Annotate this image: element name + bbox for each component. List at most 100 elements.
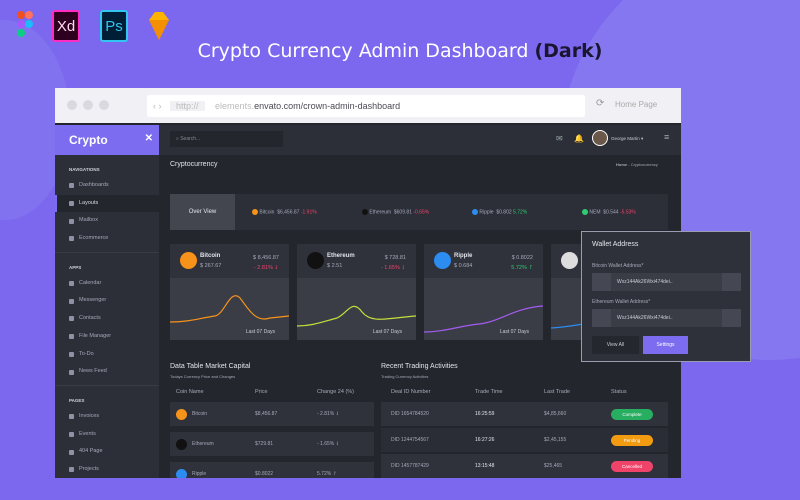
tools-icon[interactable]: ✕	[144, 133, 153, 144]
coin-icon	[176, 438, 187, 450]
sidebar-item-events[interactable]: Events	[55, 426, 159, 444]
table-row[interactable]: DID 1244754567 16:27:26 $2,45,155 Pending	[381, 428, 668, 452]
column-header[interactable]: Price	[255, 389, 268, 395]
avatar[interactable]	[592, 130, 608, 146]
breadcrumb: Home - Cryptocurrency	[616, 162, 658, 167]
coin-card[interactable]: Ripple $ 0.684 $ 0.8022 5.72% ↾ Last 07 Days	[423, 244, 544, 340]
menu-item-icon	[69, 316, 74, 322]
table-row[interactable]: DID 1457787429 13:15:48 $25,465 Cancelled	[381, 454, 668, 478]
coin-change: - 2.81% ⇃	[317, 411, 340, 417]
sidebar: Crypto ✕ NAVIGATIONS Dashboards Layouts Mail…	[55, 125, 159, 478]
user-name-text: George Martin	[611, 136, 640, 141]
sidebar-item-ecommerce[interactable]: Ecommerce	[55, 230, 159, 248]
sidebar-item-label: News Feed	[79, 368, 107, 375]
column-header[interactable]: Last Trade	[544, 389, 570, 395]
ticker-ripple[interactable]: Ripple $0.802 5.72%	[472, 209, 527, 215]
ticker-nem[interactable]: NEM $0.544 -5.53%	[582, 209, 636, 215]
eth-wallet-value: Wxz144Ak26Wxi474dei..	[617, 315, 673, 321]
sidebar-item-file-manager[interactable]: File Manager	[55, 328, 159, 346]
column-header[interactable]: Status	[611, 389, 627, 395]
mail-icon[interactable]: ✉	[556, 134, 563, 143]
coin-change: 5.72% ↾	[317, 471, 337, 477]
address-bar[interactable]: ‹ › http:// elements.envato.com/crown-ad…	[147, 95, 585, 117]
banner-title-text: Crypto Currency Admin Dashboard	[197, 40, 529, 62]
column-header[interactable]: Deal ID Number	[391, 389, 431, 395]
ticker-name: NEM	[589, 209, 601, 216]
sidebar-item-invoices[interactable]: Invoices	[55, 408, 159, 426]
ticker-bitcoin[interactable]: Bitcoin $6,456.87 -1.91%	[252, 209, 317, 215]
copy-icon[interactable]	[722, 273, 741, 291]
sidebar-item-label: Invoices	[79, 412, 100, 419]
sidebar-item-projects[interactable]: Projects	[55, 461, 159, 478]
sidebar-item-to-do[interactable]: To-Do	[55, 346, 159, 364]
view-all-button[interactable]: View All	[592, 336, 639, 354]
btc-wallet-value: Wxz144Ak26Wxi474dei..	[617, 279, 673, 285]
ticker-name: Ripple	[479, 209, 494, 216]
sidebar-item-404-page[interactable]: 404 Page	[55, 443, 159, 461]
breadcrumb-current: Cryptocurrency	[630, 162, 658, 167]
column-header[interactable]: Coin Name	[176, 389, 204, 395]
sidebar-item-label: Calendar	[79, 279, 102, 286]
btc-wallet-field[interactable]: Wxz144Ak26Wxi474dei..	[592, 273, 741, 291]
menu-icon[interactable]: ≡	[664, 132, 670, 142]
ticker-ethereum[interactable]: Ethereum $609.81 -0.65%	[362, 209, 429, 215]
status-badge: Pending	[611, 434, 653, 446]
coin-icon	[176, 468, 187, 478]
ticker-price: $0.802	[496, 209, 512, 216]
table-row[interactable]: Ripple $0.8022 5.72% ↾	[170, 462, 374, 478]
sidebar-item-label: Ecommerce	[79, 235, 109, 242]
ethereum-icon	[592, 309, 611, 327]
home-page-link[interactable]: Home Page	[615, 100, 658, 109]
sidebar-item-mailbox[interactable]: Mailbox	[55, 212, 159, 230]
sidebar-section-title: NAVIGATIONS	[69, 167, 100, 172]
trading-subtitle: Trading Currency Activities	[381, 374, 429, 379]
sidebar-item-label: To-Do	[79, 350, 94, 357]
table-row[interactable]: Bitcoin $8,456.87 - 2.81% ⇃	[170, 402, 374, 426]
last-trade: $4,85,660	[544, 411, 567, 417]
coin-logo-icon	[307, 252, 324, 269]
copy-icon[interactable]	[722, 309, 741, 327]
sidebar-item-label: Projects	[79, 465, 99, 472]
sidebar-item-dashboards[interactable]: Dashboards	[55, 177, 159, 195]
column-header[interactable]: Trade Time	[475, 389, 503, 395]
window-dot[interactable]	[67, 100, 77, 110]
sidebar-item-calendar[interactable]: Calendar	[55, 275, 159, 293]
table-row[interactable]: DID 1654784520 16:25:59 $4,85,660 Complete	[381, 402, 668, 426]
nav-arrows-icon[interactable]: ‹ ›	[153, 101, 162, 111]
coin-price: $0.8022	[255, 471, 274, 477]
sidebar-item-layouts[interactable]: Layouts	[55, 194, 159, 213]
period-label: Last 07 Days	[372, 329, 402, 335]
overview-strip: Over View Bitcoin $6,456.87 -1.91% Ether…	[170, 194, 668, 230]
menu-item-icon	[69, 431, 74, 437]
overview-label[interactable]: Over View	[170, 194, 235, 230]
search-input[interactable]: ⌕ Search...	[170, 131, 283, 147]
sidebar-item-contacts[interactable]: Contacts	[55, 310, 159, 328]
reload-icon[interactable]: ⟳	[596, 98, 605, 109]
coin-card[interactable]: Ethereum $ 2.51 $ 728.81 - 1.65% ⇃ Last 07 D…	[296, 244, 417, 340]
window-dot[interactable]	[83, 100, 93, 110]
table-row[interactable]: Ethereum $729.81 - 1.65% ⇃	[170, 432, 374, 456]
card-coin-value: $ 267.67	[200, 263, 222, 269]
coin-card[interactable]: Bitcoin $ 267.67 $ 8,456.87 - 2.81% ⇃ Last 0…	[169, 244, 290, 340]
user-name[interactable]: George Martin ▾	[611, 136, 644, 141]
ticker-change: -0.65%	[413, 209, 430, 216]
breadcrumb-home[interactable]: Home	[616, 162, 628, 167]
deal-id: DID 1244754567	[391, 437, 429, 443]
ticker-name: Bitcoin	[259, 209, 275, 216]
sidebar-item-messenger[interactable]: Messenger	[55, 292, 159, 310]
eth-wallet-field[interactable]: Wxz144Ak26Wxi474dei..	[592, 309, 741, 327]
settings-button[interactable]: Settings	[643, 336, 688, 354]
card-price: $ 728.81	[384, 255, 406, 261]
bell-icon[interactable]: 🔔	[574, 134, 584, 143]
window-dot[interactable]	[99, 100, 109, 110]
sidebar-item-label: Contacts	[79, 315, 101, 322]
photoshop-icon: Ps	[100, 10, 128, 42]
menu-item-icon	[69, 236, 74, 242]
coin-icon	[472, 209, 478, 215]
card-coin-name: Bitcoin	[200, 253, 221, 259]
sidebar-item-label: Layouts	[79, 199, 99, 206]
sidebar-item-news-feed[interactable]: News Feed	[55, 363, 159, 381]
column-header[interactable]: Change 24 (%)	[317, 389, 354, 395]
sparkline-chart: Last 07 Days	[169, 278, 290, 340]
sidebar-section-title: PAGES	[69, 397, 85, 403]
